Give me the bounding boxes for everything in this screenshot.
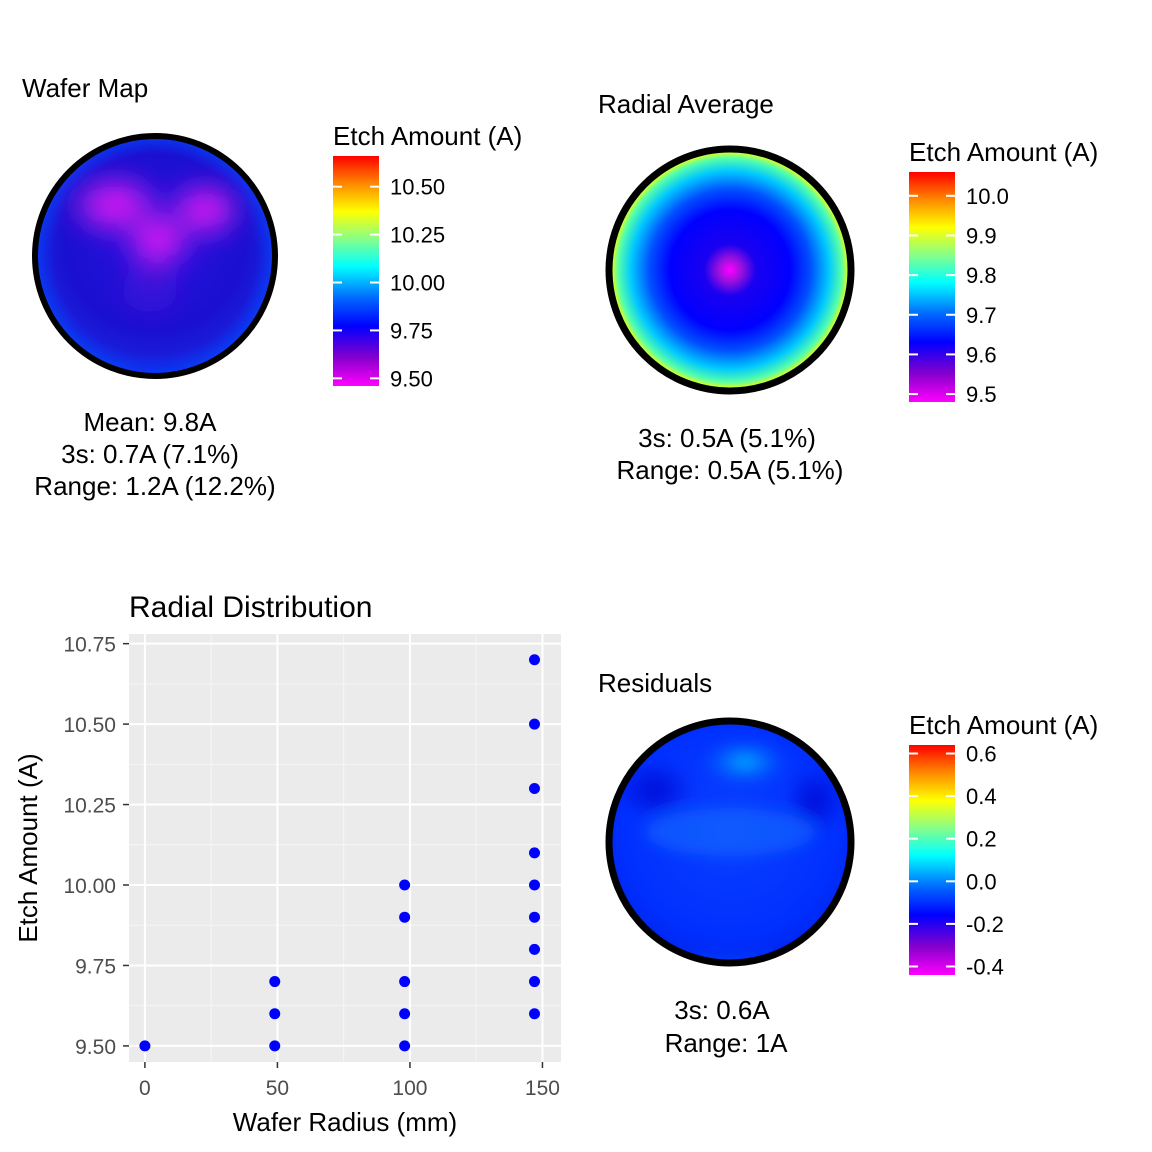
y-tick-label: 9.75 [75, 955, 116, 978]
residuals-legend-label: 0.0 [966, 869, 997, 894]
plot-points [139, 654, 540, 1052]
radial-average-legend-label: 9.6 [966, 342, 997, 367]
radial-average-panel: Radial Average Etch Amount (A) 10.0 9.9 9.… [598, 89, 1098, 485]
data-point [399, 1008, 411, 1020]
radial-average-outline [605, 145, 855, 395]
radial-average-stat-range: Range: 0.5A (5.1%) [617, 455, 844, 485]
plot-background [129, 634, 561, 1062]
wafer-map-legend-label: 9.50 [390, 366, 433, 391]
radial-average-legend-title: Etch Amount (A) [909, 137, 1098, 167]
x-tick-label: 0 [139, 1077, 151, 1100]
data-point [399, 911, 411, 923]
data-point [399, 1040, 411, 1052]
y-tick-label: 10.00 [63, 875, 116, 898]
wafer-map-legend-label: 9.75 [390, 318, 433, 343]
residuals-legend-label: -0.2 [966, 912, 1004, 937]
residuals-panel: Residuals Etch Amount (A) 0.6 0.4 0.2 0.0 -0… [598, 668, 1098, 1058]
residuals-outline [605, 717, 855, 967]
radial-average-legend-label: 9.7 [966, 303, 997, 328]
residuals-legend-label: 0.4 [966, 784, 997, 809]
data-point [528, 943, 540, 955]
radial-average-title: Radial Average [598, 89, 774, 119]
radial-average-stat-3s: 3s: 0.5A (5.1%) [638, 423, 816, 453]
radial-average-legend-label: 10.0 [966, 184, 1009, 209]
x-tick-label: 150 [525, 1077, 560, 1100]
wafer-map-outline [32, 133, 278, 379]
y-tick-label: 10.75 [63, 634, 116, 657]
wafer-map-legend-title: Etch Amount (A) [333, 121, 522, 151]
residuals-stat-range: Range: 1A [665, 1028, 789, 1058]
data-point [399, 976, 411, 988]
radial-average-heatmap [609, 149, 851, 391]
residuals-legend-ticks: 0.6 0.4 0.2 0.0 -0.2 -0.4 [909, 742, 1004, 979]
residuals-legend-label: 0.2 [966, 827, 997, 852]
wafer-map-legend-label: 10.50 [390, 175, 445, 200]
plot-grid [129, 634, 561, 1062]
wafer-map-heatmap [36, 137, 274, 375]
radial-average-colorbar [909, 172, 955, 402]
x-tick-label: 100 [392, 1077, 427, 1100]
data-point [528, 976, 540, 988]
plot-axes: 0 50 100 150 9.50 9.75 10.00 10.25 10.50 10.75 [63, 634, 560, 1100]
wafer-map-legend-ticks: 10.50 10.25 10.00 9.75 9.50 [333, 175, 445, 391]
data-point [528, 847, 540, 859]
data-point [528, 782, 540, 794]
data-point [139, 1040, 151, 1052]
wafer-map-colorbar [333, 156, 379, 386]
x-tick-label: 50 [266, 1077, 289, 1100]
residuals-legend-label: 0.6 [966, 742, 997, 767]
radial-average-legend-label: 9.8 [966, 263, 997, 288]
residuals-legend-label: -0.4 [966, 954, 1004, 979]
y-axis-label: Etch Amount (A) [13, 753, 43, 942]
x-axis-label: Wafer Radius (mm) [233, 1107, 457, 1137]
data-point [528, 1008, 540, 1020]
residuals-stat-3s: 3s: 0.6A [674, 995, 770, 1025]
wafer-map-legend-label: 10.00 [390, 271, 445, 296]
data-point [528, 718, 540, 730]
data-point [528, 654, 540, 666]
radial-average-legend-label: 9.9 [966, 223, 997, 248]
data-point [269, 976, 281, 988]
radial-average-legend-label: 9.5 [966, 382, 997, 407]
wafer-map-panel: Wafer Map Etch Amount (A) 10.50 10.25 10.0… [22, 73, 522, 501]
wafer-map-stat-mean: Mean: 9.8A [84, 407, 218, 437]
wafer-map-stat-3s: 3s: 0.7A (7.1%) [61, 439, 239, 469]
y-tick-label: 9.50 [75, 1036, 116, 1059]
y-tick-label: 10.50 [63, 714, 116, 737]
data-point [269, 1040, 281, 1052]
data-point [528, 879, 540, 891]
residuals-heatmap [609, 721, 851, 963]
radial-average-legend-ticks: 10.0 9.9 9.8 9.7 9.6 9.5 [909, 184, 1009, 407]
wafer-map-stat-range: Range: 1.2A (12.2%) [34, 471, 275, 501]
data-point [269, 1008, 281, 1020]
data-point [399, 879, 411, 891]
data-point [528, 911, 540, 923]
radial-distribution-panel: Radial Distribution 0 50 100 150 9.50 9.75 10.… [13, 591, 561, 1137]
chart-title: Radial Distribution [129, 591, 372, 624]
wafer-map-title: Wafer Map [22, 73, 148, 103]
residuals-colorbar [909, 745, 955, 975]
wafer-map-legend-label: 10.25 [390, 223, 445, 248]
y-tick-label: 10.25 [63, 795, 116, 818]
residuals-title: Residuals [598, 668, 712, 698]
residuals-legend-title: Etch Amount (A) [909, 710, 1098, 740]
